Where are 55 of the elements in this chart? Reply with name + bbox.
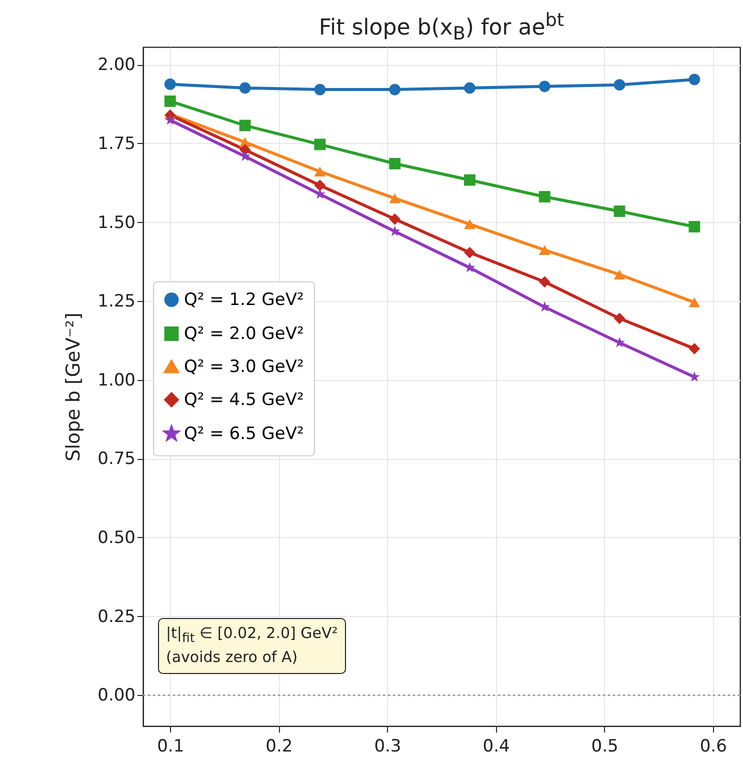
point <box>239 82 251 94</box>
y-axis-title: Slope b [GeV⁻²] <box>62 312 85 462</box>
point <box>239 120 251 132</box>
point <box>464 246 476 258</box>
annotation: |t|$_{fit}$ ∈ [0.02, 2.0] GeV² <box>166 624 338 645</box>
legend-label: Q² = 1.2 GeV² <box>184 290 304 310</box>
point <box>538 245 550 255</box>
y-tick-label: 2.00 <box>98 55 136 76</box>
annotation: (avoids zero of A) <box>166 648 298 666</box>
x-tick-label: 0.2 <box>266 736 293 756</box>
point <box>164 96 176 107</box>
x-tick-label: 0.4 <box>482 736 510 756</box>
point <box>614 312 626 324</box>
point <box>314 180 326 192</box>
point <box>614 79 626 91</box>
y-tick-label: 1.00 <box>98 370 136 390</box>
point <box>688 74 700 86</box>
point <box>688 342 700 354</box>
point <box>314 166 326 176</box>
point <box>538 276 550 288</box>
point <box>614 206 626 217</box>
point <box>389 213 401 225</box>
point <box>539 301 550 312</box>
point <box>538 191 550 202</box>
legend-label: Q² = 6.5 GeV² <box>184 424 304 444</box>
x-tick-label: 0.6 <box>700 736 727 756</box>
point <box>164 114 176 125</box>
y-tick-label: 0.25 <box>98 606 136 627</box>
y-tick-label: 0.75 <box>98 449 136 470</box>
x-tick-label: 0.5 <box>591 736 618 756</box>
point <box>614 270 626 280</box>
y-tick-label: 1.75 <box>98 134 136 154</box>
point <box>464 82 476 94</box>
point <box>314 188 326 199</box>
point <box>164 78 176 90</box>
point <box>314 84 326 96</box>
legend-label: Q² = 3.0 GeV² <box>184 356 304 377</box>
y-tick-label: 1.50 <box>98 212 136 233</box>
chart-title: Fit slope b(x$_{B}$) for ae$^{bt}$ <box>318 10 566 45</box>
point <box>314 138 326 150</box>
point <box>538 80 550 92</box>
point <box>688 297 700 308</box>
legend-label: Q² = 4.5 GeV² <box>184 390 304 410</box>
legend-label: Q² = 2.0 GeV² <box>184 324 304 344</box>
point <box>389 158 401 170</box>
point <box>389 193 401 204</box>
point <box>464 174 476 186</box>
y-tick-label: 0.50 <box>98 528 136 548</box>
x-tick-label: 0.3 <box>374 736 402 756</box>
point <box>688 220 700 232</box>
y-tick-label: 0.00 <box>98 686 136 706</box>
y-tick-label: 1.25 <box>98 292 136 312</box>
x-tick-label: 0.1 <box>157 736 184 756</box>
point <box>464 219 476 230</box>
point <box>389 84 401 96</box>
